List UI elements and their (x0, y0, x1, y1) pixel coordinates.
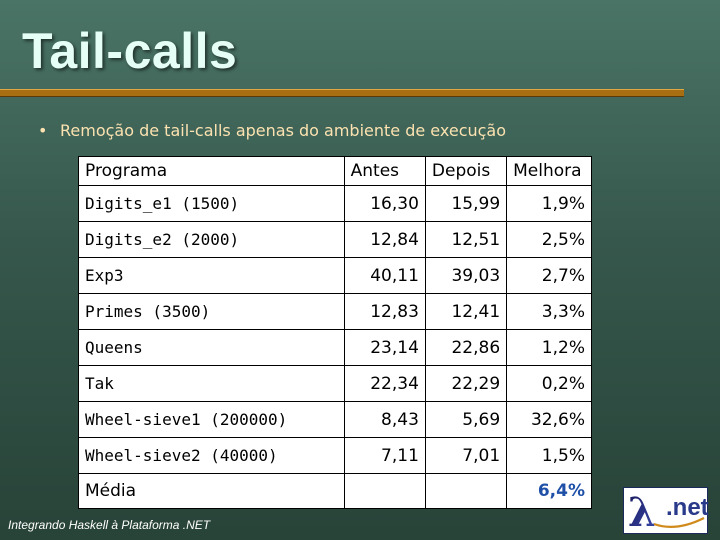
header-after: Depois (424, 156, 508, 186)
program-name: Digits_e2 (2000) (78, 221, 345, 258)
footer-caption: Integrando Haskell à Plataforma .NET (8, 518, 211, 532)
bullet-text: Remoção de tail-calls apenas do ambiente… (60, 121, 507, 140)
table-row: Wheel-sieve1 (200000) 8,43 5,69 32,6% (78, 401, 592, 438)
title-divider (0, 89, 684, 97)
before-value: 16,30 (343, 185, 426, 222)
improvement-value: 1,2% (506, 329, 592, 366)
improvement-value: 32,6% (506, 401, 592, 438)
lambda-icon: λ (628, 489, 705, 533)
improvement-value: 2,7% (506, 257, 592, 294)
logo-text: .net (666, 494, 709, 521)
program-name: Digits_e1 (1500) (78, 185, 345, 222)
average-before (343, 473, 426, 509)
header-improvement: Melhora (506, 156, 592, 186)
before-value: 23,14 (343, 329, 426, 366)
before-value: 22,34 (343, 365, 426, 402)
slide-title: Tail-calls (22, 23, 238, 79)
before-value: 12,83 (343, 293, 426, 330)
table-row: Primes (3500) 12,83 12,41 3,3% (78, 293, 592, 330)
before-value: 7,11 (343, 437, 426, 474)
improvement-value: 0,2% (506, 365, 592, 402)
table-row: Digits_e1 (1500) 16,30 15,99 1,9% (78, 185, 592, 222)
improvement-value: 1,5% (506, 437, 592, 474)
table-row: Queens 23,14 22,86 1,2% (78, 329, 592, 366)
improvement-value: 1,9% (506, 185, 592, 222)
before-value: 40,11 (343, 257, 426, 294)
table-row: Wheel-sieve2 (40000) 7,11 7,01 1,5% (78, 437, 592, 474)
table-row: Digits_e2 (2000) 12,84 12,51 2,5% (78, 221, 592, 258)
after-value: 5,69 (424, 401, 508, 438)
average-label: Média (78, 473, 345, 509)
program-name: Tak (78, 365, 345, 402)
after-value: 12,51 (424, 221, 508, 258)
average-after (424, 473, 508, 509)
program-name: Primes (3500) (78, 293, 345, 330)
after-value: 39,03 (424, 257, 508, 294)
average-row: Média 6,4% (78, 473, 592, 509)
bullet-marker: • (38, 121, 48, 140)
header-before: Antes (343, 156, 426, 186)
improvement-value: 2,5% (506, 221, 592, 258)
after-value: 22,86 (424, 329, 508, 366)
table-row: Exp3 40,11 39,03 2,7% (78, 257, 592, 294)
dotnet-lambda-logo: λ .net (623, 487, 709, 534)
improvement-value: 3,3% (506, 293, 592, 330)
program-name: Wheel-sieve2 (40000) (78, 437, 345, 474)
after-value: 12,41 (424, 293, 508, 330)
logo-swoosh (653, 517, 705, 529)
bullet-item: • Remoção de tail-calls apenas do ambient… (38, 121, 506, 140)
results-table: Programa Antes Depois Melhora Digits_e1 … (78, 156, 592, 509)
program-name: Wheel-sieve1 (200000) (78, 401, 345, 438)
before-value: 8,43 (343, 401, 426, 438)
after-value: 15,99 (424, 185, 508, 222)
after-value: 22,29 (424, 365, 508, 402)
table-row: Tak 22,34 22,29 0,2% (78, 365, 592, 402)
program-name: Queens (78, 329, 345, 366)
header-program: Programa (78, 156, 345, 186)
after-value: 7,01 (424, 437, 508, 474)
average-improvement: 6,4% (506, 473, 592, 509)
lambda-glyph: λ (628, 489, 656, 533)
table-header-row: Programa Antes Depois Melhora (78, 156, 592, 186)
program-name: Exp3 (78, 257, 345, 294)
before-value: 12,84 (343, 221, 426, 258)
